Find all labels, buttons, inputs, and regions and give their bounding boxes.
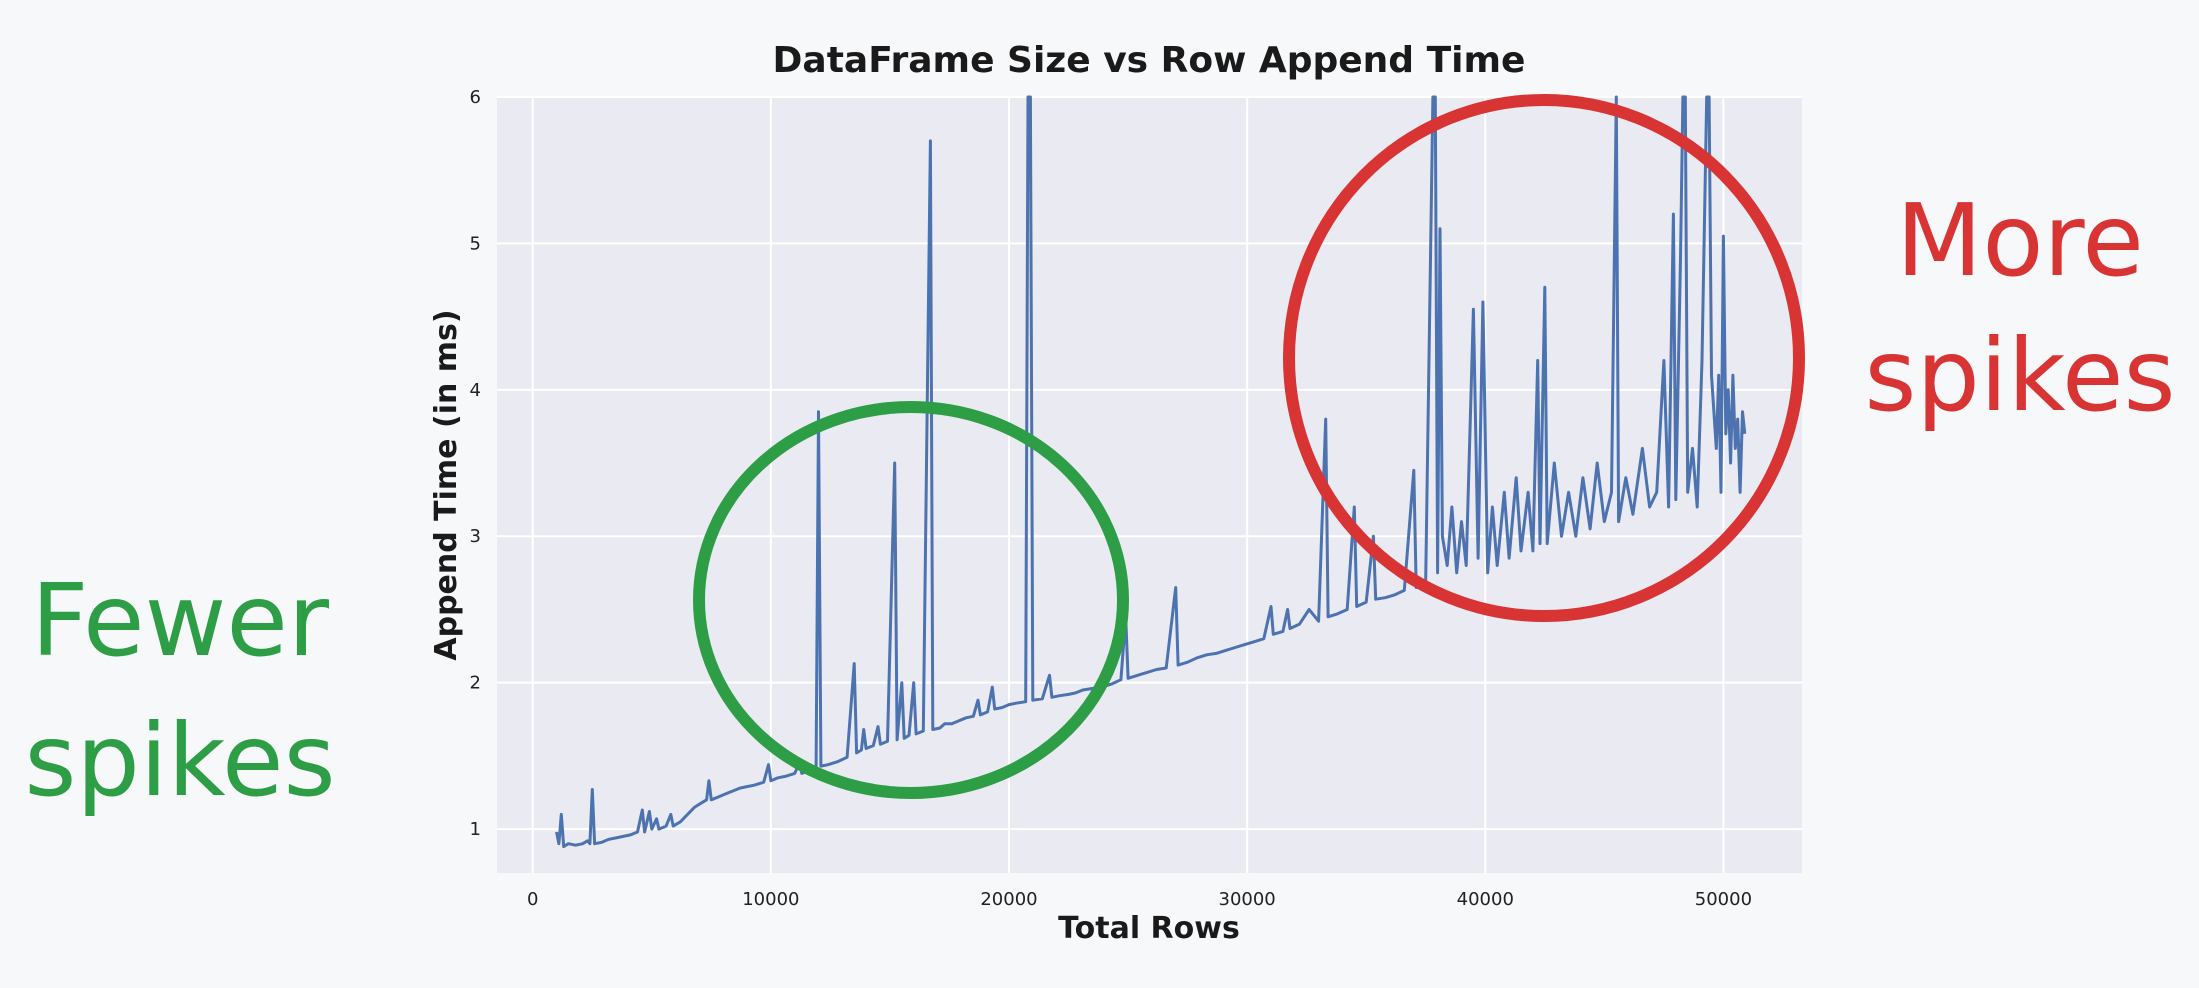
x-axis-label: Total Rows xyxy=(1058,911,1240,946)
y-axis-label: Append Time (in ms) xyxy=(429,309,464,660)
x-tick-label: 20000 xyxy=(980,889,1037,910)
x-tick-label: 30000 xyxy=(1219,889,1276,910)
more-spikes-label-line1: More xyxy=(1896,182,2144,299)
fewer-spikes-label-line1: Fewer xyxy=(31,562,330,679)
green-circle-annotation xyxy=(693,401,1129,799)
tick-labels: 0 10000 20000 30000 40000 50000 1 2 3 4 5 6 xyxy=(470,87,1753,910)
y-tick-label: 3 xyxy=(470,526,481,547)
x-tick-label: 40000 xyxy=(1457,889,1514,910)
chart-title: DataFrame Size vs Row Append Time xyxy=(773,40,1526,81)
y-tick-label: 5 xyxy=(470,233,481,254)
y-tick-label: 1 xyxy=(470,819,481,840)
plot-background xyxy=(497,97,1802,873)
more-spikes-label-line2: spikes xyxy=(1864,317,2175,434)
x-tick-label: 0 xyxy=(527,889,538,910)
red-circle-annotation xyxy=(1283,94,1805,622)
y-tick-label: 2 xyxy=(470,673,481,694)
x-tick-label: 10000 xyxy=(742,889,799,910)
fewer-spikes-label-line2: spikes xyxy=(24,702,335,819)
x-tick-label: 50000 xyxy=(1695,889,1752,910)
series-line xyxy=(555,95,1747,849)
y-tick-label: 4 xyxy=(470,380,481,401)
y-tick-label: 6 xyxy=(470,87,481,108)
